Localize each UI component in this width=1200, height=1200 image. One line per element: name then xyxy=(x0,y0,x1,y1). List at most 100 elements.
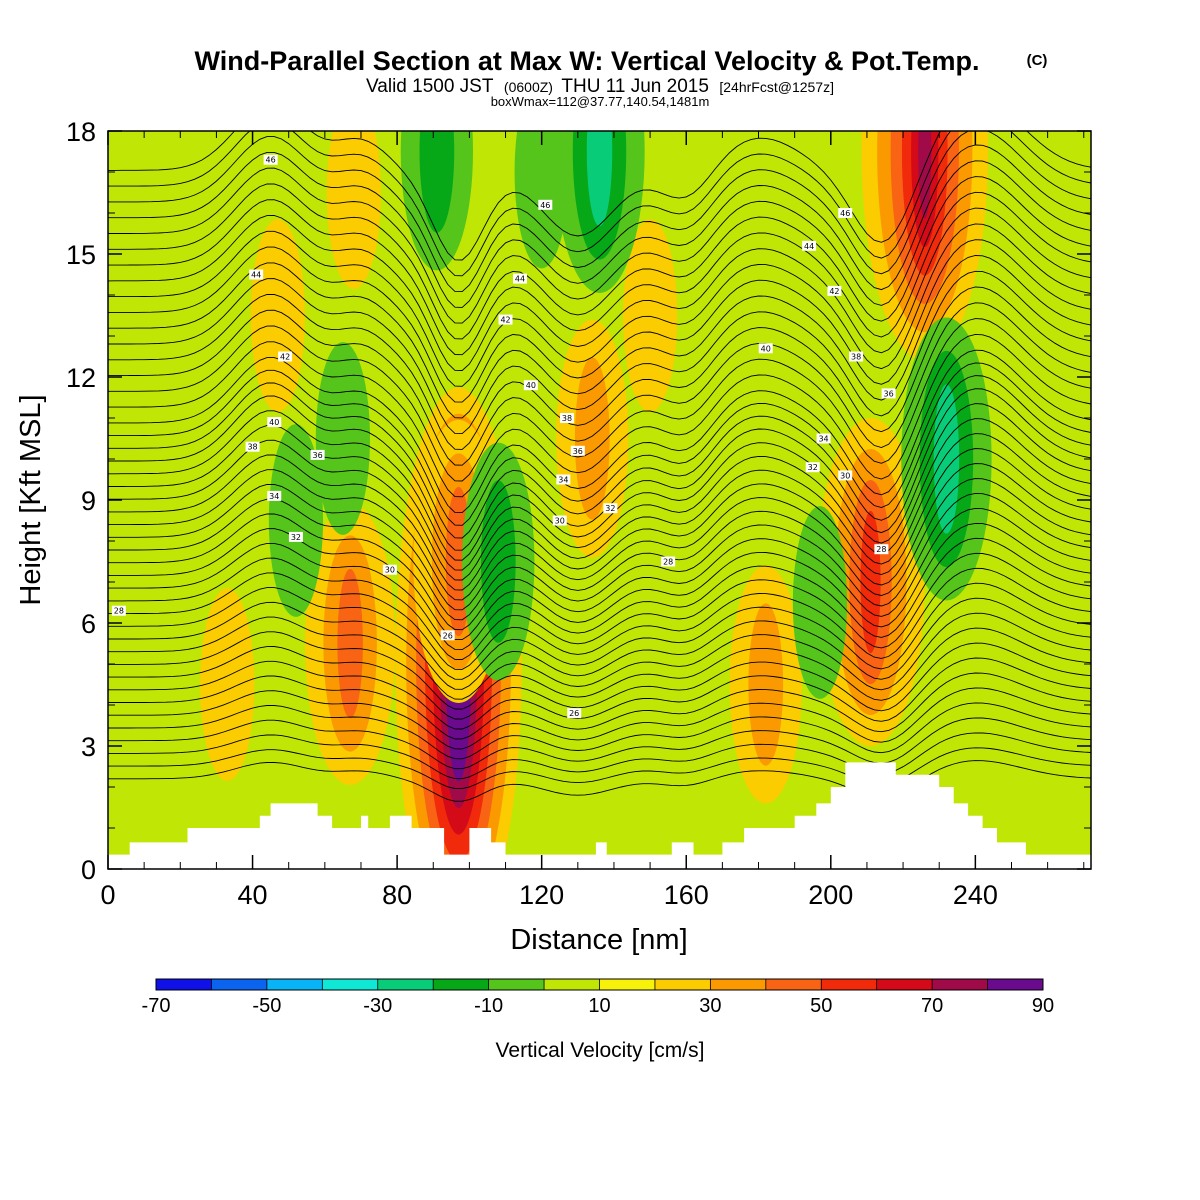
theta-contour xyxy=(108,207,1091,371)
theta-contour xyxy=(108,717,1091,770)
colorbar-tick-label: -70 xyxy=(142,995,171,1017)
potential-temperature-contours xyxy=(108,131,1091,802)
theta-contour xyxy=(108,672,1091,740)
theta-label: 32 xyxy=(805,462,820,473)
theta-contour xyxy=(108,522,1091,641)
theta-label-text: 38 xyxy=(562,414,572,423)
y-tick-label: 3 xyxy=(81,732,96,762)
theta-label: 42 xyxy=(827,285,842,296)
chart-title: Wind-Parallel Section at Max W: Vertical… xyxy=(195,46,980,76)
w-region xyxy=(921,582,1091,828)
colorbar-swatch xyxy=(987,979,1044,990)
colorbar-swatch xyxy=(544,979,600,990)
theta-label: 42 xyxy=(498,314,513,325)
theta-label-text: 36 xyxy=(884,389,894,398)
theta-label: 30 xyxy=(838,470,853,481)
theta-label-text: 26 xyxy=(569,709,579,718)
y-tick-label: 6 xyxy=(81,609,96,639)
theta-label-text: 42 xyxy=(829,287,839,296)
colorbar-tick-label: 10 xyxy=(588,995,610,1017)
x-axis-label: Distance [nm] xyxy=(510,924,687,956)
colorbar-swatch xyxy=(932,979,989,990)
w-feature xyxy=(918,131,932,219)
theta-label: 26 xyxy=(567,708,582,719)
y-tick-label: 12 xyxy=(66,363,96,393)
theta-label-text: 30 xyxy=(840,471,850,480)
theta-contour xyxy=(108,642,1091,720)
theta-contour xyxy=(108,657,1091,730)
colorbar-swatch xyxy=(821,979,878,990)
colorbar-swatch xyxy=(322,979,379,990)
theta-contour xyxy=(108,597,1091,690)
theta-label-text: 38 xyxy=(851,353,861,362)
colorbar-tick-label: -30 xyxy=(363,995,392,1017)
x-tick-label: 0 xyxy=(100,880,115,910)
y-axis-label: Height [Kft MSL] xyxy=(15,394,47,605)
w-feature xyxy=(574,357,610,520)
theta-contour xyxy=(108,255,1091,419)
colorbar-swatch xyxy=(599,979,656,990)
theta-label-text: 28 xyxy=(876,545,886,554)
theta-label: 44 xyxy=(802,240,817,251)
w-feature xyxy=(860,510,881,654)
theta-label: 36 xyxy=(570,445,585,456)
theta-label-text: 36 xyxy=(573,447,583,456)
theta-contour xyxy=(108,362,1091,526)
y-tick-label: 9 xyxy=(81,486,96,516)
theta-label: 38 xyxy=(849,351,864,362)
valid-date: THU 11 Jun 2015 xyxy=(561,76,709,97)
theta-contour xyxy=(108,239,1091,403)
theta-contour xyxy=(108,732,1091,780)
theta-label-text: 40 xyxy=(761,344,771,353)
theta-label: 34 xyxy=(267,490,282,501)
colorbar-swatch xyxy=(433,979,490,990)
theta-contour xyxy=(108,388,1091,551)
theta-label-text: 32 xyxy=(605,504,615,513)
theta-label-text: 42 xyxy=(280,353,290,362)
theta-contour xyxy=(108,448,1091,591)
theta-contour xyxy=(108,627,1091,710)
theta-label-text: 34 xyxy=(558,476,568,485)
theta-contour xyxy=(108,131,1091,277)
theta-label: 32 xyxy=(603,503,618,514)
w-feature xyxy=(200,588,255,781)
theta-label-text: 26 xyxy=(443,631,453,640)
colorbar-swatch xyxy=(876,979,933,990)
w-feature xyxy=(315,342,371,535)
theta-label-text: 34 xyxy=(269,492,279,501)
theta-label-text: 32 xyxy=(291,533,301,542)
w-feature xyxy=(326,131,381,289)
w-feature xyxy=(748,603,784,766)
valid-time-line: Valid 1500 JST (0600Z) THU 11 Jun 2015 [… xyxy=(366,76,834,97)
theta-label-text: 46 xyxy=(266,156,276,165)
theta-label: 32 xyxy=(288,531,303,542)
theta-contour xyxy=(108,160,1091,324)
theta-label: 34 xyxy=(816,433,831,444)
theta-label: 44 xyxy=(249,269,264,280)
theta-label: 38 xyxy=(559,413,574,423)
colorbar-swatch xyxy=(488,979,545,990)
theta-label: 40 xyxy=(267,417,282,428)
x-tick-label: 160 xyxy=(664,880,709,910)
w-feature xyxy=(792,506,848,699)
theta-label-text: 32 xyxy=(808,463,818,472)
theta-label-text: 40 xyxy=(269,418,279,427)
theta-contour xyxy=(108,582,1091,680)
w-feature xyxy=(337,568,363,719)
w-feature xyxy=(586,131,613,227)
theta-contour xyxy=(108,270,1091,435)
theta-contour xyxy=(108,131,1091,293)
theta-label: 28 xyxy=(874,544,889,555)
theta-label: 38 xyxy=(245,441,260,452)
theta-label-text: 30 xyxy=(385,566,395,575)
theta-label-text: 46 xyxy=(540,201,550,210)
vertical-velocity-field xyxy=(158,131,1091,869)
valid-utc: (0600Z) xyxy=(504,79,553,95)
theta-contour xyxy=(108,144,1091,308)
theta-contour xyxy=(108,433,1091,581)
theta-label-text: 44 xyxy=(515,275,525,284)
theta-label-text: 28 xyxy=(114,607,124,616)
